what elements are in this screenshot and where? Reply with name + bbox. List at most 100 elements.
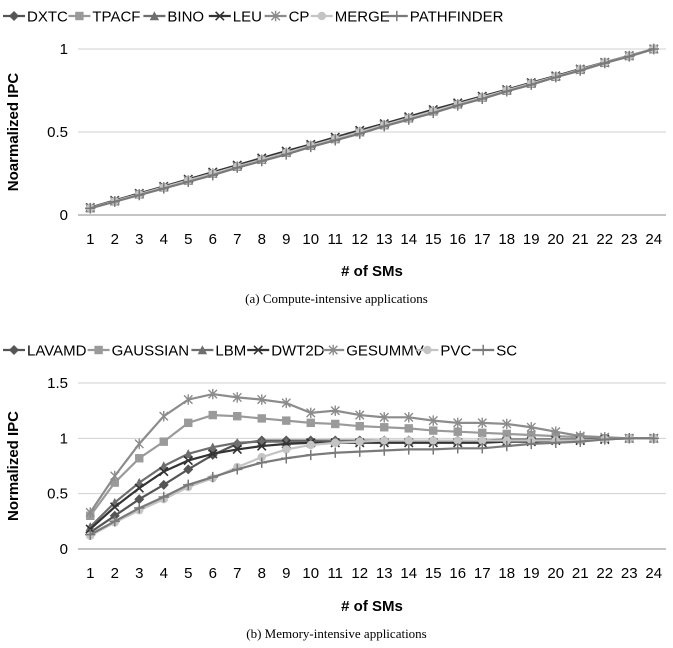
data-point — [305, 449, 316, 461]
data-point — [477, 443, 488, 454]
data-point — [158, 479, 169, 490]
series-line — [89, 392, 654, 514]
data-point — [575, 65, 586, 76]
data-point — [550, 437, 561, 448]
x-tick-label: 8 — [258, 231, 266, 248]
legend-label: BINO — [167, 9, 204, 26]
data-point — [599, 434, 610, 445]
data-point — [305, 141, 316, 153]
series-pathfinder — [85, 43, 659, 214]
x-tick-label: 22 — [596, 231, 613, 248]
x-tick-label: 12 — [351, 231, 368, 248]
data-point — [134, 189, 145, 201]
legend: LAVAMD GAUSSIAN LBM DWT2D GESUMMV PVC SC — [3, 343, 517, 360]
legend-label: GESUMMV — [346, 343, 424, 360]
x-tick-label: 15 — [425, 231, 442, 248]
data-point — [330, 135, 341, 146]
x-tick-label: 11 — [327, 565, 343, 582]
legend-item: DWT2D — [247, 343, 325, 360]
data-point — [355, 437, 364, 446]
data-point — [207, 169, 218, 181]
data-point — [575, 436, 586, 447]
legend-item: PVC — [416, 343, 471, 360]
legend-item: LEU — [208, 9, 262, 26]
data-point — [282, 445, 291, 454]
legend-marker — [9, 11, 19, 21]
legend-label: LEU — [233, 9, 262, 26]
data-point — [184, 418, 193, 428]
data-point — [134, 438, 144, 450]
data-point — [134, 477, 144, 487]
x-tick-label: 22 — [596, 565, 613, 582]
x-tick-label: 21 — [572, 231, 589, 248]
series-line — [89, 437, 654, 536]
legend-marker — [215, 11, 225, 21]
data-point — [281, 149, 292, 160]
data-point — [207, 471, 218, 483]
data-point — [183, 455, 194, 466]
legend-marker — [423, 345, 432, 355]
legend-label: GAUSSIAN — [112, 343, 190, 360]
data-point — [208, 410, 217, 420]
data-point — [256, 441, 267, 451]
legend-item: MERGE — [310, 9, 390, 26]
data-point — [550, 72, 561, 83]
data-point — [256, 457, 267, 468]
x-tick-label: 20 — [547, 565, 564, 582]
data-point — [159, 461, 169, 471]
legend-item: BINO — [143, 9, 204, 26]
data-point — [134, 494, 145, 505]
legend-item: DXTC — [3, 9, 68, 26]
x-tick-label: 17 — [474, 565, 491, 582]
data-point — [207, 449, 218, 459]
x-tick-label: 19 — [523, 565, 540, 582]
data-point — [354, 128, 365, 139]
data-point — [379, 445, 390, 456]
data-point — [429, 426, 438, 435]
data-point — [551, 426, 561, 437]
legend: DXTC TPACF BINO LEU CP MERGE PATHFINDER — [3, 9, 504, 26]
legend-item: LAVAMD — [3, 343, 87, 360]
x-tick-label: 14 — [400, 565, 417, 582]
y-tick-label: 0.5 — [47, 124, 68, 141]
x-tick-label: 18 — [498, 565, 515, 582]
data-point — [453, 427, 462, 436]
data-point — [158, 466, 169, 477]
data-point — [502, 418, 512, 430]
memory-intensive-chart: 00.511.51 2 3 4 5 6 7 8 9 10 11 12 13 14 15 16 17 18 19 20 2… — [3, 343, 666, 641]
x-tick-label: 13 — [376, 231, 393, 248]
x-tick-label: 7 — [233, 565, 241, 582]
data-point — [453, 417, 463, 429]
x-tick-label: 19 — [523, 231, 540, 248]
data-point — [183, 479, 194, 491]
data-point — [452, 100, 463, 111]
data-point — [232, 392, 242, 403]
data-point — [355, 409, 365, 421]
data-point — [331, 419, 340, 429]
data-point — [501, 440, 512, 452]
data-point — [306, 418, 315, 428]
data-point — [403, 444, 414, 455]
data-point — [331, 438, 340, 447]
chart-caption: (a) Compute-intensive applications — [245, 291, 428, 306]
data-point — [85, 522, 95, 532]
x-tick-label: 17 — [474, 231, 491, 248]
y-tick-label: 1.5 — [47, 375, 68, 392]
x-tick-label: 23 — [621, 231, 638, 248]
data-point — [159, 437, 168, 446]
data-point — [232, 444, 243, 455]
data-point — [380, 423, 389, 432]
data-point — [85, 529, 96, 540]
legend-marker — [270, 10, 281, 22]
data-point — [355, 421, 364, 431]
x-tick-label: 1 — [86, 565, 94, 582]
data-point — [183, 449, 193, 459]
compute-intensive-chart: 00.511 2 3 4 5 6 7 8 9 10 11 12 13 14 15 16 17 18 19 20 21 22… — [3, 9, 666, 306]
data-point — [478, 428, 487, 437]
legend-item: SC — [472, 343, 517, 360]
x-tick-label: 12 — [351, 565, 368, 582]
legend-label: PVC — [440, 343, 471, 360]
x-tick-label: 2 — [111, 565, 119, 582]
x-tick-label: 4 — [160, 565, 168, 582]
